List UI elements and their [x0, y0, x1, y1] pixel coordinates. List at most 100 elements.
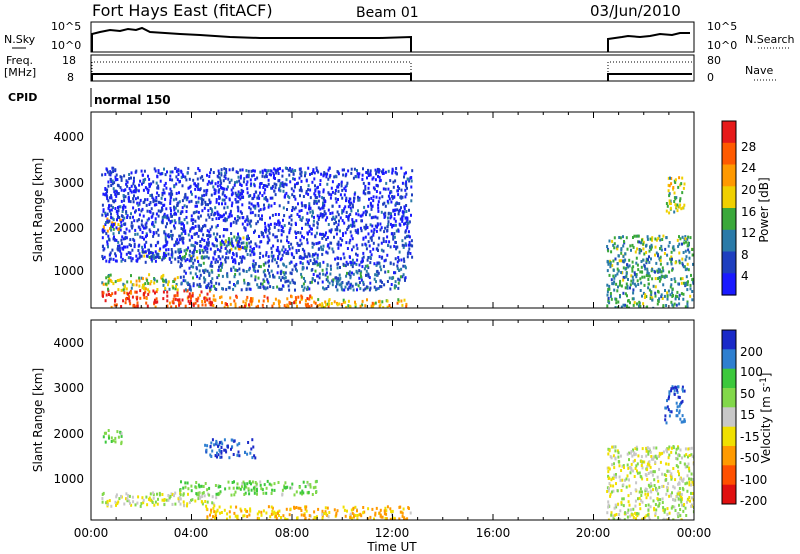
velocity-cell — [659, 452, 662, 456]
power-cell — [408, 235, 411, 239]
power-cell — [199, 176, 202, 180]
power-cell — [199, 251, 201, 255]
power-cell — [632, 278, 635, 282]
power-cell — [284, 280, 287, 284]
velocity-cell — [137, 495, 140, 499]
power-cell — [617, 269, 620, 273]
power-cell — [334, 228, 337, 232]
power-cell — [180, 169, 183, 173]
power-cell — [194, 241, 197, 245]
power-cell — [243, 281, 246, 285]
power-cell — [177, 241, 180, 245]
velocity-cb-label: Velocity [m s-1] — [759, 373, 773, 464]
power-cell — [108, 208, 111, 212]
power-cell — [177, 256, 180, 260]
power-cell — [148, 248, 150, 252]
velocity-cell — [283, 484, 286, 488]
velocity-cell — [251, 456, 254, 460]
power-cell — [210, 208, 213, 212]
power-cell — [304, 205, 307, 209]
power-cell — [349, 260, 352, 264]
velocity-cell — [636, 514, 639, 518]
velocity-cell — [178, 496, 181, 500]
power-cell — [322, 232, 325, 236]
velocity-cell — [612, 514, 615, 518]
power-cell — [144, 186, 147, 190]
velocity-cell — [674, 478, 677, 482]
power-cell — [674, 197, 677, 201]
power-cell — [254, 262, 257, 266]
velocity-cell — [670, 389, 673, 393]
power-cell — [201, 227, 203, 231]
velocity-cell — [352, 515, 355, 519]
velocity-cell — [630, 462, 633, 466]
power-cell — [148, 251, 151, 255]
power-cell — [192, 226, 195, 230]
power-cell — [318, 216, 321, 219]
power-cell — [400, 299, 403, 303]
power-cell — [191, 251, 194, 255]
velocity-cell — [385, 517, 388, 520]
velocity-cell — [402, 507, 405, 511]
velocity-cell — [661, 501, 664, 504]
velocity-cell — [657, 516, 660, 520]
power-cell — [152, 234, 155, 238]
power-cell — [337, 246, 340, 250]
power-cell — [274, 177, 276, 180]
power-cell — [110, 171, 113, 175]
power-cell — [399, 217, 402, 221]
power-cell — [217, 255, 220, 259]
power-cell — [262, 235, 265, 239]
velocity-cell — [623, 466, 625, 470]
power-cell — [127, 297, 130, 301]
power-cell — [169, 220, 172, 224]
power-cell — [181, 210, 184, 214]
power-cell — [240, 257, 243, 261]
velocity-cell — [267, 505, 270, 509]
power-cell — [192, 218, 195, 222]
power-cell — [206, 292, 209, 296]
power-cell — [666, 291, 669, 295]
power-cell — [195, 210, 198, 214]
velocity-cell — [668, 445, 671, 449]
velocity-cell — [670, 494, 673, 498]
velocity-cell — [612, 454, 615, 458]
velocity-cell — [667, 482, 670, 486]
power-cell — [326, 244, 329, 248]
x-axis: 00:00 04:00 08:00 12:00 16:00 20:00 00:0… — [74, 526, 712, 554]
power-cell — [125, 227, 128, 231]
power-cell — [295, 236, 298, 239]
power-cell — [638, 251, 641, 255]
velocity-cell — [300, 509, 303, 512]
power-cell — [187, 186, 190, 190]
power-cell — [394, 257, 397, 261]
velocity-cell — [101, 500, 104, 504]
power-cell — [157, 186, 160, 190]
velocity-cell — [626, 463, 629, 467]
velocity-cell — [198, 485, 201, 489]
velocity-cell — [129, 501, 131, 505]
power-cell — [153, 203, 156, 207]
power-cell — [215, 281, 218, 285]
power-cell — [670, 257, 673, 261]
power-cell — [264, 230, 267, 234]
power-cell — [369, 169, 372, 173]
power-cell — [176, 202, 179, 206]
power-cell — [327, 168, 330, 172]
velocity-cell — [615, 475, 618, 479]
velocity-cell — [328, 511, 331, 514]
velocity-cell — [263, 483, 266, 487]
power-cell — [122, 194, 125, 197]
power-cell — [317, 192, 320, 196]
power-cell — [110, 280, 113, 283]
power-cell — [320, 245, 323, 249]
power-cell — [635, 273, 638, 276]
power-cell — [355, 230, 358, 234]
velocity-cell — [635, 445, 638, 449]
power-cell — [139, 228, 142, 232]
power-cell — [157, 169, 160, 173]
power-cell — [119, 175, 122, 179]
power-cell — [305, 218, 308, 222]
power-cell — [387, 220, 390, 224]
power-cell — [188, 292, 191, 296]
